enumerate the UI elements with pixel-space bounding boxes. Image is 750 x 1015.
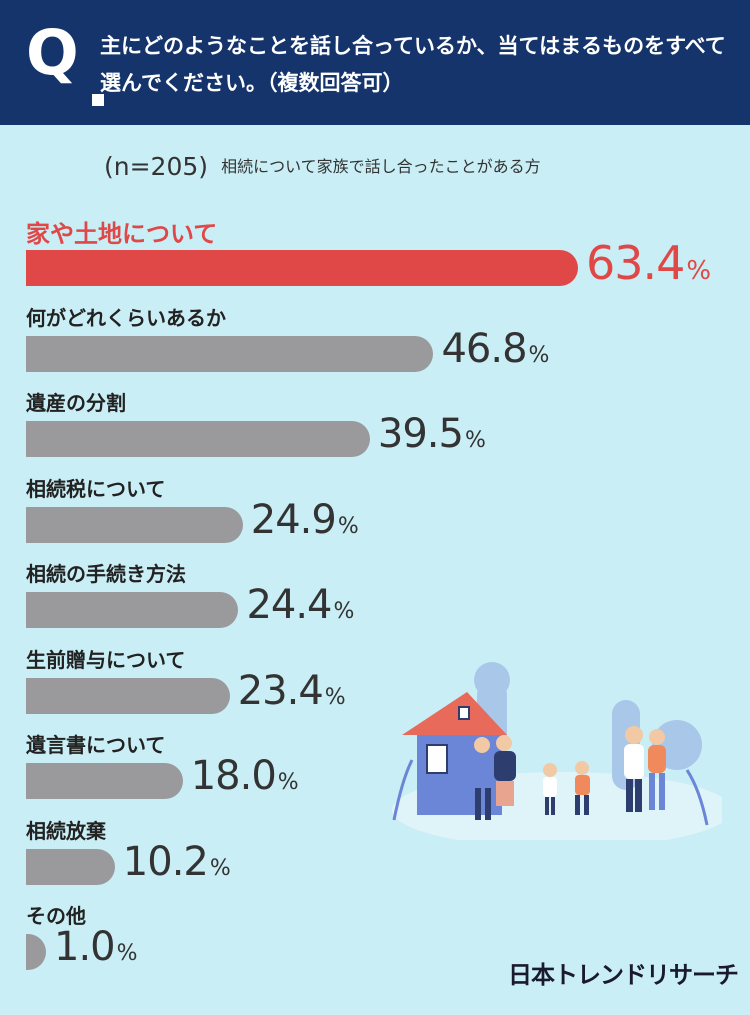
bar: [26, 934, 46, 970]
value-number: 23.4: [237, 667, 324, 714]
category-label: 遺言書について: [26, 733, 166, 757]
value-unit: %: [333, 599, 355, 624]
brand-logo: 日本トレンドリサーチ: [508, 961, 739, 989]
value-unit: %: [116, 941, 138, 966]
value-unit: %: [337, 513, 359, 539]
category-label: 遺産の分割: [26, 391, 126, 415]
value-number: 24.4: [246, 582, 332, 628]
category-label: 相続税について: [26, 476, 166, 501]
category-label: その他: [26, 904, 86, 928]
sample-info: (n=205) 相続について家族で話し合ったことがある方: [104, 152, 541, 181]
category-label: 生前贈与について: [26, 647, 186, 672]
value-number: 63.4: [586, 236, 685, 290]
value-unit: %: [464, 428, 486, 453]
q-dot: [92, 94, 104, 106]
sample-description: 相続について家族で話し合ったことがある方: [221, 157, 541, 176]
value-label: 46.8%: [441, 326, 549, 372]
category-label: 相続放棄: [26, 818, 106, 843]
category-label: 相続の手続き方法: [26, 562, 186, 586]
value-label: 18.0%: [191, 753, 299, 799]
value-label: 1.0%: [54, 924, 138, 970]
header-banner: Q 主にどのようなことを話し合っているか、当てはまるものをすべて選んでください。…: [0, 0, 750, 125]
value-unit: %: [209, 855, 231, 881]
value-label: 24.4%: [246, 582, 354, 628]
bar: [26, 592, 239, 628]
sample-size: (n=205): [104, 152, 209, 181]
bar: [26, 250, 578, 286]
value-number: 46.8: [441, 325, 527, 372]
value-number: 39.5: [377, 411, 464, 457]
question-text: 主にどのようなことを話し合っているか、当てはまるものをすべて選んでください。（複…: [100, 34, 726, 95]
value-number: 18.0: [190, 753, 277, 799]
value-unit: %: [277, 770, 299, 795]
bar: [26, 848, 115, 885]
bar: [26, 506, 243, 543]
value-number: 1.0: [54, 924, 116, 970]
value-label: 23.4%: [238, 668, 346, 714]
q-letter: Q: [26, 16, 79, 89]
value-label: 63.4%: [586, 236, 711, 290]
bar: [26, 677, 230, 714]
value-label: 39.5%: [378, 411, 486, 457]
value-number: 10.2: [122, 838, 209, 885]
family-house-illustration: [392, 662, 722, 840]
value-label: 10.2%: [123, 839, 231, 885]
value-number: 24.9: [250, 496, 337, 543]
category-label: 家や土地について: [26, 220, 218, 248]
bar: [26, 335, 434, 372]
value-unit: %: [528, 342, 550, 368]
bar: [26, 421, 370, 457]
value-unit: %: [324, 684, 346, 710]
value-unit: %: [686, 256, 712, 286]
category-label: 何がどれくらいあるか: [26, 305, 226, 330]
value-label: 24.9%: [251, 497, 359, 543]
q-mark: Q: [26, 16, 104, 106]
bar: [26, 763, 183, 799]
